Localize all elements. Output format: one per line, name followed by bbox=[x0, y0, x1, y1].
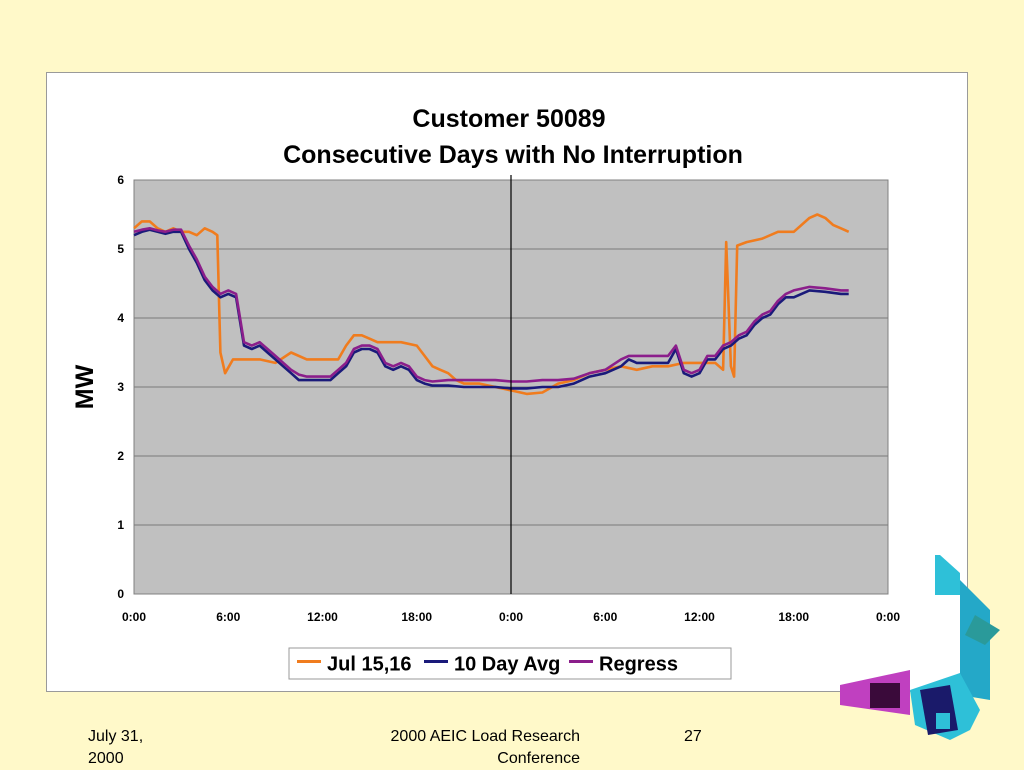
x-tick-label: 18:00 bbox=[401, 610, 432, 624]
y-tick-label: 4 bbox=[117, 311, 124, 325]
footer-conference-line2: Conference bbox=[497, 750, 580, 767]
footer-conference: 2000 AEIC Load Research Conference bbox=[330, 726, 580, 770]
y-tick-label: 1 bbox=[117, 518, 124, 532]
footer-date-line2: 2000 bbox=[88, 750, 124, 767]
y-tick-label: 5 bbox=[117, 242, 124, 256]
building-window bbox=[936, 713, 950, 729]
y-tick-label: 2 bbox=[117, 449, 124, 463]
footer-conference-line1: 2000 AEIC Load Research bbox=[390, 728, 580, 745]
building-windows bbox=[870, 683, 900, 708]
legend-label: 10 Day Avg bbox=[454, 654, 560, 676]
legend-label: Jul 15,16 bbox=[327, 654, 412, 676]
x-tick-label: 6:00 bbox=[216, 610, 240, 624]
building-roof bbox=[965, 615, 1000, 645]
buildings-clipart bbox=[840, 555, 1000, 740]
page-number: 27 bbox=[684, 728, 702, 745]
building-tower-top bbox=[935, 555, 960, 595]
x-tick-label: 0:00 bbox=[499, 610, 523, 624]
chart-subtitle: Consecutive Days with No Interruption bbox=[283, 141, 743, 169]
x-tick-label: 0:00 bbox=[876, 610, 900, 624]
series-line bbox=[133, 227, 849, 383]
series-line bbox=[133, 228, 849, 390]
footer-date: July 31, 2000 bbox=[88, 726, 178, 770]
series-line bbox=[133, 213, 850, 396]
chart-frame: Customer 50089 Consecutive Days with No … bbox=[46, 72, 968, 692]
y-axis-label: MW bbox=[71, 364, 99, 409]
y-tick-label: 3 bbox=[117, 380, 124, 394]
x-tick-label: 12:00 bbox=[307, 610, 338, 624]
chart-title: Customer 50089 bbox=[412, 105, 605, 133]
line-chart: Customer 50089 Consecutive Days with No … bbox=[71, 105, 900, 680]
x-tick-label: 18:00 bbox=[778, 610, 809, 624]
legend-label: Regress bbox=[599, 654, 678, 676]
chart-legend: Jul 15,16 10 Day Avg Regress bbox=[288, 647, 732, 680]
x-tick-label: 12:00 bbox=[684, 610, 715, 624]
legend-box bbox=[288, 647, 732, 680]
x-tick-label: 6:00 bbox=[593, 610, 617, 624]
y-tick-label: 6 bbox=[117, 173, 124, 187]
y-tick-label: 0 bbox=[117, 587, 124, 601]
footer-date-line1: July 31, bbox=[88, 728, 144, 745]
x-tick-label: 0:00 bbox=[122, 610, 146, 624]
